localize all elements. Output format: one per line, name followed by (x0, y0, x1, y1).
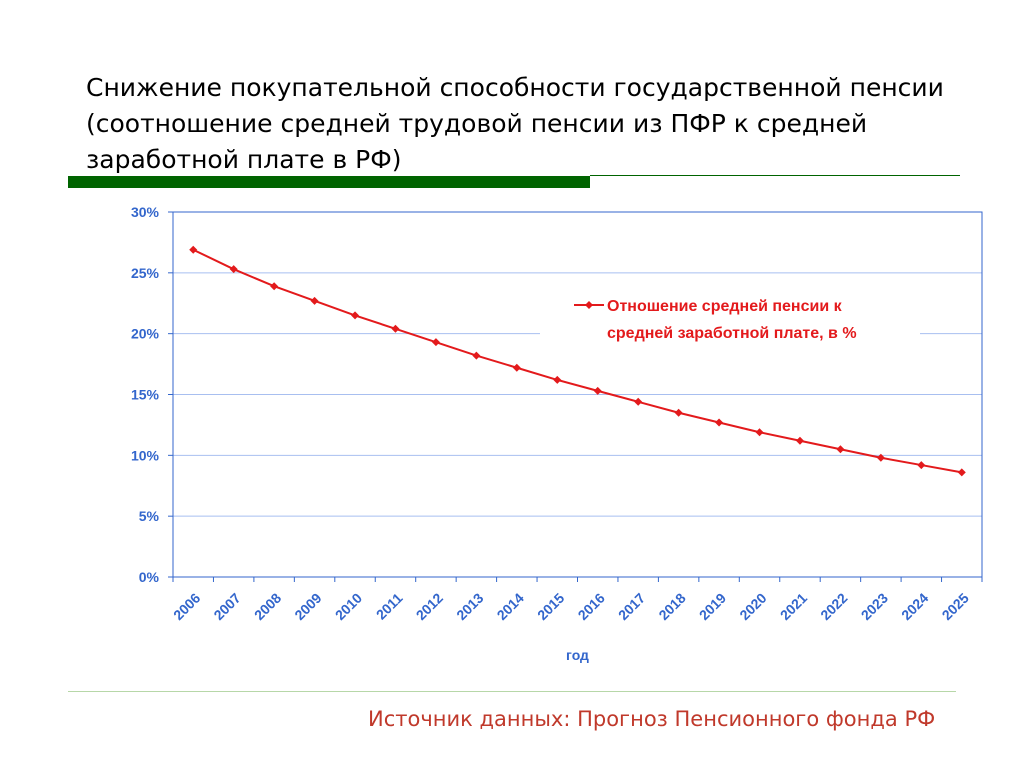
data-point (189, 245, 198, 254)
source-note: Источник данных: Прогноз Пенсионного фон… (368, 707, 936, 731)
x-axis-label: год (566, 647, 589, 663)
x-tick-label: 2013 (453, 590, 486, 623)
y-tick-label: 30% (131, 204, 160, 220)
x-tick-label: 2011 (373, 590, 406, 623)
x-tick-label: 2023 (858, 590, 891, 623)
x-tick-label: 2006 (170, 590, 203, 623)
data-point (351, 311, 360, 320)
title-underline-bar (68, 176, 590, 188)
x-tick-label: 2025 (939, 590, 972, 623)
data-point (472, 351, 481, 360)
footer-divider (68, 691, 956, 692)
x-tick-label: 2021 (777, 590, 810, 623)
x-tick-label: 2017 (615, 590, 648, 623)
x-tick-label: 2010 (332, 590, 365, 623)
title-underline-thin (590, 175, 960, 176)
y-tick-label: 0% (139, 569, 160, 585)
data-point (674, 408, 683, 417)
y-tick-label: 25% (131, 265, 160, 281)
legend-marker (585, 301, 593, 309)
line-chart: 0% 5% 10% 15% 20% 25% 30% 2006 2007 2008 2009 2010… (131, 204, 983, 663)
data-point (310, 296, 319, 305)
legend-label: Отношение средней пенсии к средней зарабо… (607, 298, 857, 342)
data-point (391, 324, 400, 333)
data-point (715, 418, 724, 427)
x-tick-label: 2022 (817, 590, 850, 623)
legend: Отношение средней пенсии к средней зарабо… (540, 292, 920, 348)
x-tick-label: 2015 (534, 590, 567, 623)
data-point (553, 375, 562, 384)
y-axis-ticks: 0% 5% 10% 15% 20% 25% 30% (131, 204, 173, 585)
series-group (189, 245, 966, 477)
y-tick-label: 5% (139, 508, 160, 524)
data-point (593, 386, 602, 395)
y-tick-label: 10% (131, 447, 160, 463)
x-tick-label: 2018 (655, 590, 688, 623)
x-tick-label: 2008 (251, 590, 284, 623)
data-point (229, 265, 238, 274)
x-tick-label: 2016 (575, 590, 608, 623)
x-tick-label: 2014 (494, 590, 527, 623)
x-tick-label: 2009 (291, 590, 324, 623)
y-tick-label: 20% (131, 326, 160, 342)
x-tick-label: 2019 (696, 590, 729, 623)
x-tick-label: 2024 (898, 590, 931, 623)
data-point (957, 468, 966, 477)
series-line (192, 248, 962, 474)
x-tick-label: 2020 (736, 590, 769, 623)
data-point (836, 445, 845, 454)
data-point (634, 397, 643, 406)
data-point (795, 436, 804, 445)
data-point (755, 428, 764, 437)
legend-box (540, 292, 920, 348)
data-point (270, 282, 279, 291)
data-point (917, 461, 926, 470)
x-axis-ticks: 2006 2007 2008 2009 2010 2011 2012 2013 2014 2015… (170, 577, 983, 623)
x-tick-label: 2012 (413, 590, 446, 623)
data-point (876, 453, 885, 462)
data-point (512, 363, 521, 372)
x-tick-label: 2007 (210, 590, 243, 623)
data-point (431, 338, 440, 347)
y-tick-label: 15% (131, 387, 160, 403)
slide-title: Снижение покупательной способности госуд… (86, 73, 944, 174)
